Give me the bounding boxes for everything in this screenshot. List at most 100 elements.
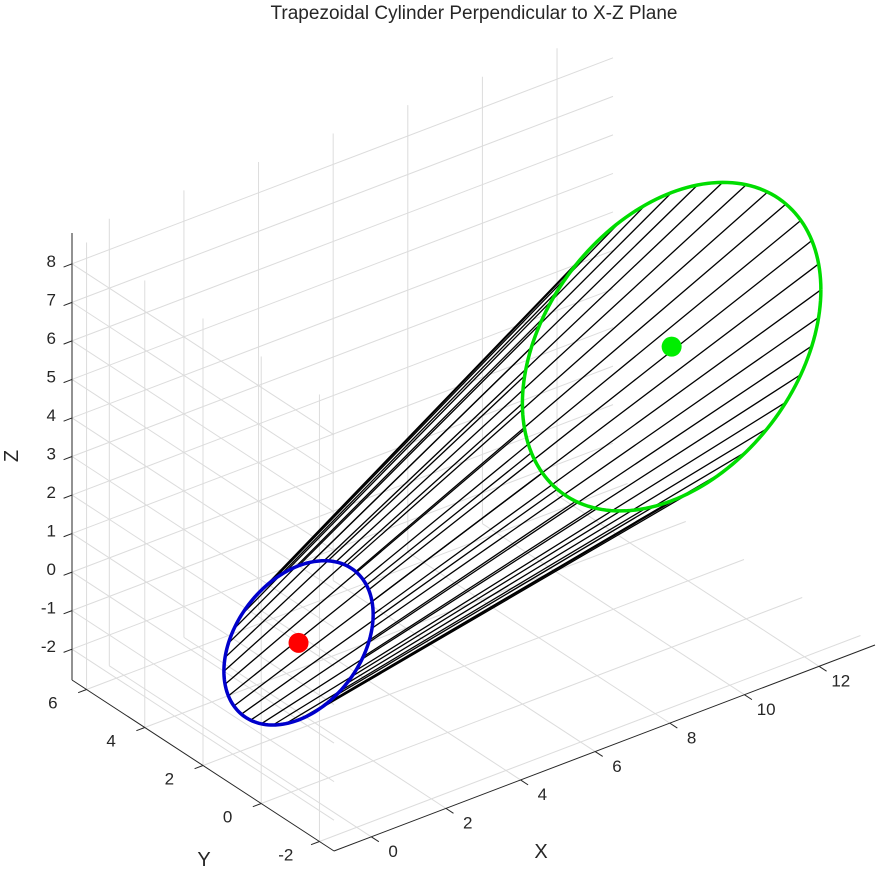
x-axis-line — [333, 644, 876, 852]
generator-line — [227, 346, 532, 644]
generator-line — [240, 290, 558, 616]
x-tick-label: 0 — [388, 842, 397, 861]
tick-mark — [63, 263, 73, 268]
tick-mark — [371, 836, 380, 843]
z-tick-label: 1 — [47, 522, 56, 541]
z-tick-label: 6 — [47, 329, 56, 348]
grid-lines — [71, 48, 861, 842]
grid-line — [71, 442, 614, 650]
x-tick-label: 8 — [687, 728, 696, 747]
y-tick-label: 6 — [48, 693, 57, 712]
generator-line — [323, 471, 724, 707]
x-tick-label: 2 — [463, 814, 472, 833]
z-tick-label: 3 — [47, 445, 56, 464]
grid-line — [71, 250, 614, 457]
generator-line — [372, 289, 822, 615]
generator-line — [285, 507, 647, 725]
generator-line — [298, 192, 673, 567]
circle-series — [222, 180, 823, 727]
generator-line — [240, 488, 558, 715]
generator-line — [311, 488, 698, 715]
generator-line — [362, 219, 802, 581]
tick-mark — [445, 807, 454, 814]
x-tick-label: 10 — [757, 700, 776, 719]
generator-line — [223, 402, 523, 672]
z-tick-label: 2 — [47, 483, 56, 502]
generator-line — [355, 401, 787, 672]
grid-line — [86, 483, 628, 690]
generator-line — [233, 318, 543, 630]
tick-mark — [818, 665, 827, 672]
tick-mark — [594, 751, 603, 757]
generator-line — [355, 203, 787, 573]
generator-line — [323, 181, 724, 562]
y-axis-label: Y — [197, 849, 210, 869]
x-axis-label: X — [534, 841, 547, 863]
y-tick-label: 0 — [223, 807, 232, 826]
y-tick-label: 4 — [106, 731, 115, 750]
small-center-point — [288, 632, 309, 653]
z-axis-label: Z — [1, 450, 23, 462]
grid-line — [71, 134, 614, 342]
generator-lines — [223, 181, 822, 726]
grid-line — [71, 172, 614, 380]
generator-line — [224, 375, 526, 658]
generator-line — [371, 316, 819, 629]
center-points — [288, 336, 682, 653]
tick-mark — [63, 610, 73, 615]
z-tick-label: 0 — [47, 560, 56, 579]
x-tick-label: 12 — [831, 672, 850, 691]
tick-mark — [63, 533, 73, 538]
x-tick-label: 4 — [538, 785, 547, 804]
z-tick-label: 7 — [47, 290, 56, 309]
generator-line — [335, 451, 747, 696]
tick-mark — [669, 722, 678, 729]
generator-line — [346, 191, 768, 567]
z-tick-label: -1 — [41, 599, 56, 618]
tick-mark — [252, 803, 262, 808]
generator-line — [368, 345, 813, 644]
grid-line — [202, 559, 745, 766]
generator-line — [368, 240, 813, 591]
large-center-point — [661, 336, 682, 357]
tick-mark — [310, 841, 320, 846]
z-tick-label: 5 — [47, 367, 56, 386]
x-tick-label: 6 — [612, 757, 621, 776]
tick-mark — [63, 417, 73, 422]
y-tick-label: -2 — [278, 845, 293, 864]
tick-mark — [63, 378, 73, 384]
generator-line — [272, 510, 621, 726]
small-circle — [222, 558, 375, 727]
generator-line — [260, 508, 598, 725]
generator-line — [250, 500, 577, 721]
grid-line — [71, 365, 614, 573]
tick-mark — [63, 494, 73, 499]
generator-line — [285, 204, 647, 573]
tick-mark — [520, 779, 529, 786]
tick-mark — [63, 456, 73, 461]
tick-mark — [744, 694, 753, 701]
grid-line — [71, 327, 614, 535]
grid-line — [71, 288, 614, 496]
y-tick-label: 2 — [165, 769, 174, 788]
generator-line — [335, 184, 747, 563]
tick-mark — [63, 301, 73, 307]
tick-mark — [63, 571, 73, 576]
tick-mark — [77, 689, 87, 694]
generator-line — [250, 264, 577, 603]
generator-line — [346, 427, 768, 685]
generator-line — [224, 428, 526, 685]
z-tick-label: 4 — [47, 406, 56, 425]
large-circle — [520, 180, 823, 513]
chart-title: Trapezoidal Cylinder Perpendicular to X-… — [271, 3, 678, 24]
tick-mark — [63, 648, 73, 653]
generator-line — [228, 452, 532, 697]
generator-line — [362, 373, 802, 658]
grid-line — [319, 635, 861, 842]
tick-mark — [136, 727, 145, 732]
z-tick-label: -2 — [41, 637, 56, 656]
grid-line — [71, 211, 614, 419]
z-tick-label: 8 — [47, 252, 56, 271]
